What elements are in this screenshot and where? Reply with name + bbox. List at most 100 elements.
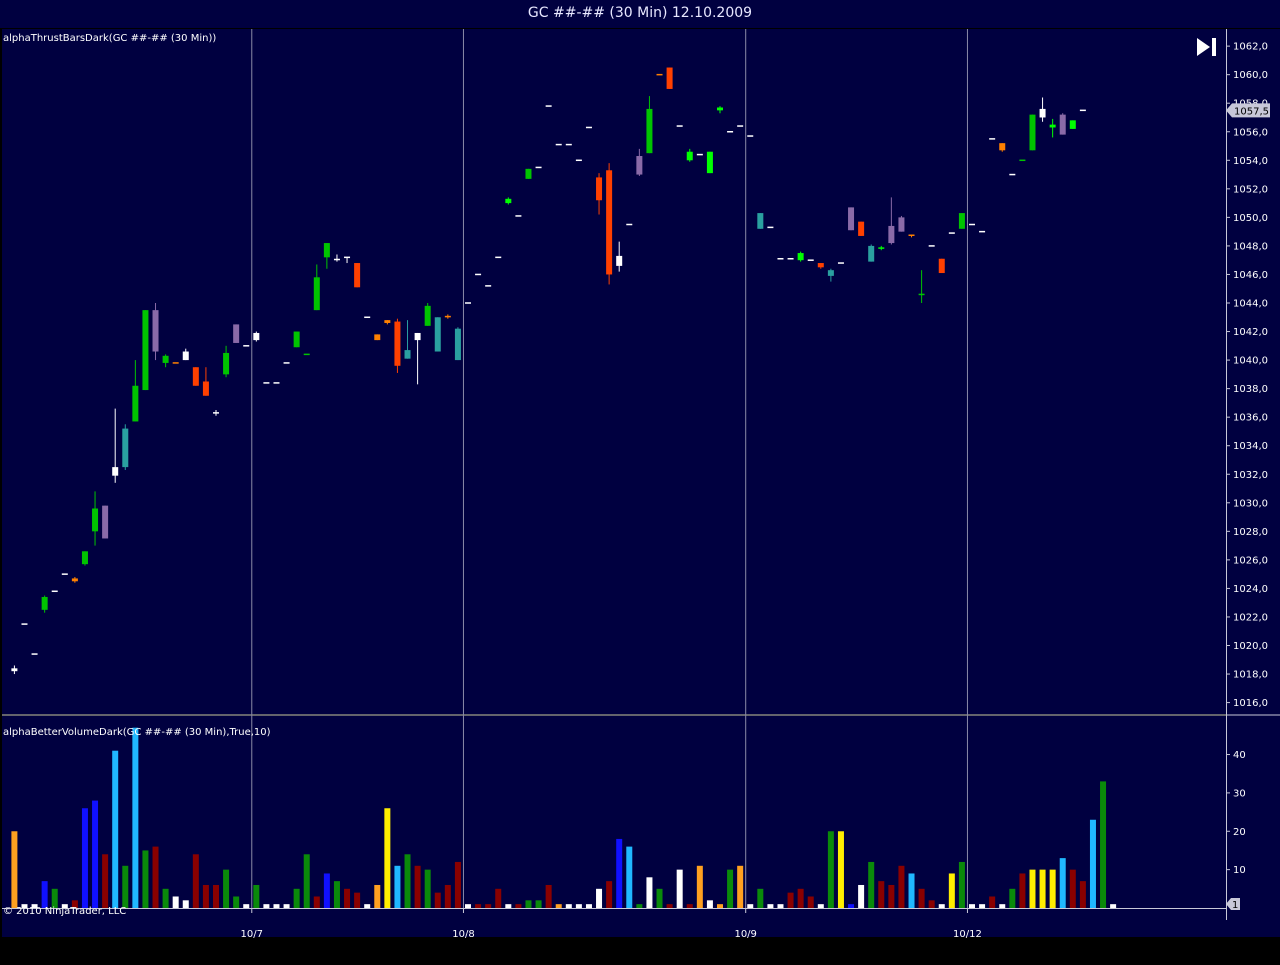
- candle: [535, 166, 542, 169]
- candle: [162, 354, 169, 368]
- volume-bar: [1069, 869, 1076, 908]
- volume-bar: [817, 904, 824, 908]
- candle-body: [92, 508, 99, 532]
- volume-bar: [656, 888, 663, 908]
- price-tick-label: 1028,0: [1233, 527, 1268, 538]
- candle: [404, 320, 411, 359]
- candle-body: [606, 170, 613, 275]
- candle: [565, 143, 572, 146]
- price-tick-label: 1022,0: [1233, 612, 1268, 623]
- volume-bar: [283, 904, 290, 908]
- candle-body: [837, 262, 844, 264]
- price-tick-label: 1034,0: [1233, 441, 1268, 452]
- volume-bar: [1059, 858, 1066, 908]
- candle: [1009, 173, 1016, 176]
- candle: [283, 362, 290, 364]
- candle: [666, 67, 673, 89]
- volume-bar: [606, 881, 613, 908]
- candle: [646, 96, 653, 154]
- skip-to-end-icon[interactable]: [1194, 36, 1220, 58]
- volume-bar: [21, 904, 28, 908]
- volume-bar: [465, 904, 471, 908]
- candle: [676, 125, 683, 127]
- volume-bar: [848, 904, 855, 908]
- volume-bar: [938, 904, 945, 908]
- volume-bar: [535, 900, 542, 908]
- volume-tick-label: 20: [1233, 827, 1246, 838]
- price-tick-label: 1046,0: [1233, 270, 1268, 281]
- volume-bar: [1019, 873, 1026, 908]
- candle-body: [21, 623, 28, 625]
- candle: [1029, 114, 1036, 151]
- current-price-label: 1057,5: [1234, 106, 1269, 117]
- volume-bar: [787, 892, 794, 908]
- candle-body: [928, 245, 935, 247]
- volume-bar: [626, 846, 633, 908]
- candle-body: [636, 156, 643, 175]
- candle-body: [999, 143, 1006, 151]
- volume-bar: [918, 888, 925, 908]
- volume-bar: [293, 888, 300, 908]
- candle: [797, 251, 804, 262]
- x-axis-background: [2, 908, 1280, 937]
- candle: [827, 268, 834, 282]
- candle: [223, 345, 230, 378]
- volume-bar: [394, 865, 401, 908]
- candle: [152, 303, 159, 361]
- candle-body: [888, 225, 895, 244]
- candle: [354, 263, 361, 288]
- volume-bar: [374, 884, 381, 908]
- candle-body: [364, 316, 371, 319]
- candle: [424, 303, 431, 326]
- volume-bar: [1029, 869, 1036, 908]
- candle: [202, 367, 209, 396]
- price-tick-label: 1030,0: [1233, 498, 1268, 509]
- volume-bar: [888, 884, 895, 908]
- candle-body: [989, 138, 996, 140]
- volume-bar: [323, 873, 330, 908]
- candle-body: [61, 573, 68, 575]
- volume-bar: [414, 865, 421, 908]
- candle-body: [858, 221, 865, 236]
- candle: [142, 310, 149, 391]
- candle-body: [11, 668, 18, 672]
- candle-body: [424, 305, 431, 326]
- x-tick-label: 10/9: [734, 929, 756, 940]
- candle: [444, 314, 451, 319]
- price-tick-label: 1036,0: [1233, 413, 1268, 424]
- volume-bar: [92, 800, 99, 908]
- volume-bar: [908, 873, 915, 908]
- candle: [1019, 159, 1026, 162]
- chart-canvas[interactable]: 10/7 10/8 10/9 10/12 1016,0 1018,0 1020,0 1022,…: [0, 28, 1280, 965]
- candle: [1039, 97, 1046, 122]
- candle-body: [1029, 114, 1036, 151]
- candle-body: [596, 177, 603, 201]
- volume-bar: [1089, 819, 1096, 908]
- volume-bar: [495, 888, 502, 908]
- volume-bar: [112, 750, 119, 908]
- candle-body: [41, 596, 48, 610]
- volume-bar: [303, 854, 310, 908]
- candle: [596, 173, 603, 215]
- candle: [323, 243, 330, 269]
- volume-bar: [585, 904, 592, 908]
- candle-body: [616, 255, 623, 266]
- candle-body: [394, 321, 401, 366]
- candle: [545, 105, 552, 107]
- volume-bar: [243, 904, 250, 908]
- x-tick-label: 10/12: [953, 929, 982, 940]
- candle: [948, 232, 955, 234]
- candle: [606, 163, 613, 285]
- candle: [313, 264, 320, 311]
- price-tick-label: 1024,0: [1233, 584, 1268, 595]
- candle: [243, 345, 250, 347]
- candle-body: [757, 213, 764, 229]
- volume-end-label: 1: [1232, 900, 1238, 911]
- x-tick-label: 10/7: [241, 929, 263, 940]
- volume-bar: [11, 831, 18, 908]
- candle: [999, 143, 1006, 152]
- candle-body: [696, 153, 703, 156]
- candle-body: [323, 243, 330, 258]
- candle-body: [868, 245, 875, 262]
- volume-bar: [727, 869, 734, 908]
